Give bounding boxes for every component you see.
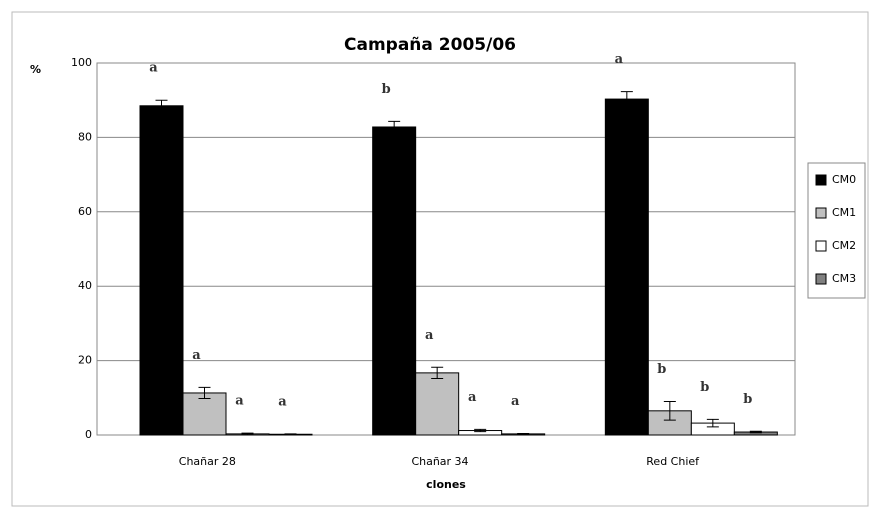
legend-swatch bbox=[815, 207, 827, 219]
legend-swatch bbox=[815, 273, 827, 285]
chart-title: Campaña 2005/06 bbox=[344, 35, 516, 55]
significance-letter: a bbox=[278, 394, 287, 409]
bar bbox=[139, 105, 184, 436]
x-tick-label: Chañar 28 bbox=[179, 455, 236, 468]
bar bbox=[415, 372, 460, 436]
significance-letter: b bbox=[743, 392, 752, 407]
error-bar bbox=[241, 432, 254, 436]
legend-label: CM2 bbox=[832, 239, 856, 252]
legend-swatch bbox=[815, 174, 827, 186]
x-axis-label: clones bbox=[426, 478, 466, 491]
legend-label: CM1 bbox=[832, 206, 856, 219]
significance-letter: a bbox=[192, 348, 201, 363]
x-tick-label: Chañar 34 bbox=[411, 455, 468, 468]
bar bbox=[182, 392, 227, 436]
y-tick-label: 40 bbox=[78, 279, 92, 292]
bar bbox=[604, 98, 649, 436]
error-bar bbox=[663, 401, 676, 421]
y-tick-label: 100 bbox=[71, 56, 92, 69]
error-bar bbox=[517, 433, 530, 435]
significance-letter: a bbox=[425, 328, 434, 343]
error-bar bbox=[474, 428, 487, 433]
error-bar bbox=[388, 120, 401, 134]
significance-letter: a bbox=[615, 52, 624, 67]
significance-letter: b bbox=[700, 380, 709, 395]
legend-label: CM0 bbox=[832, 173, 856, 186]
significance-letter: a bbox=[235, 394, 244, 409]
y-tick-label: 60 bbox=[78, 205, 92, 218]
y-tick-label: 80 bbox=[78, 130, 92, 143]
error-bar bbox=[155, 99, 168, 112]
legend-swatch bbox=[815, 240, 827, 252]
y-tick-label: 0 bbox=[85, 428, 92, 441]
error-bar bbox=[749, 430, 762, 434]
significance-letter: a bbox=[511, 394, 520, 409]
significance-letter: a bbox=[468, 390, 477, 405]
error-bar bbox=[620, 91, 633, 108]
error-bar bbox=[706, 418, 719, 428]
significance-letter: b bbox=[382, 82, 391, 97]
error-bar bbox=[431, 366, 444, 379]
legend-label: CM3 bbox=[832, 272, 856, 285]
error-bar bbox=[198, 386, 211, 400]
y-axis-label: % bbox=[30, 63, 41, 76]
error-bar bbox=[284, 433, 297, 436]
x-tick-label: Red Chief bbox=[646, 455, 700, 468]
significance-letter: b bbox=[657, 362, 666, 377]
significance-letter: a bbox=[149, 61, 158, 76]
y-tick-label: 20 bbox=[78, 354, 92, 367]
bar bbox=[372, 126, 417, 436]
